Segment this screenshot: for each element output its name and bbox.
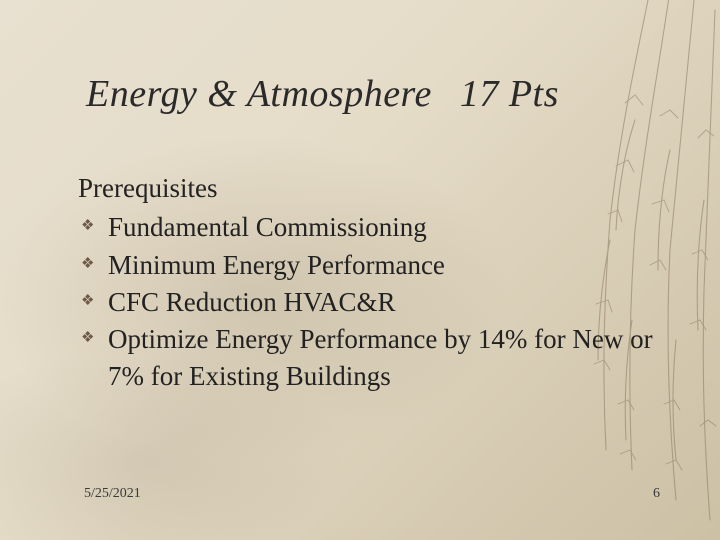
subheading: Prerequisites — [78, 170, 660, 207]
bullet-text: Optimize Energy Performance by 14% for N… — [108, 324, 653, 391]
bullet-text: CFC Reduction HVAC&R — [108, 287, 396, 317]
list-item: ❖ Fundamental Commissioning — [78, 209, 660, 246]
list-item: ❖ Minimum Energy Performance — [78, 247, 660, 284]
slide: Energy & Atmosphere 17 Pts Prerequisites … — [0, 0, 720, 540]
list-item: ❖ Optimize Energy Performance by 14% for … — [78, 321, 660, 396]
diamond-icon: ❖ — [81, 254, 94, 275]
bullet-text: Minimum Energy Performance — [108, 250, 445, 280]
footer-date: 5/25/2021 — [84, 486, 141, 502]
diamond-icon: ❖ — [81, 328, 94, 349]
slide-body: Prerequisites ❖ Fundamental Commissioning… — [78, 170, 660, 396]
title-right: 17 Pts — [460, 73, 559, 115]
bullet-text: Fundamental Commissioning — [108, 212, 427, 242]
diamond-icon: ❖ — [81, 291, 94, 312]
footer-page-number: 6 — [653, 486, 660, 502]
diamond-icon: ❖ — [81, 216, 94, 237]
title-left: Energy & Atmosphere — [86, 73, 432, 115]
slide-title: Energy & Atmosphere 17 Pts — [86, 72, 559, 116]
bullet-list: ❖ Fundamental Commissioning ❖ Minimum Ener… — [78, 209, 660, 395]
list-item: ❖ CFC Reduction HVAC&R — [78, 284, 660, 321]
